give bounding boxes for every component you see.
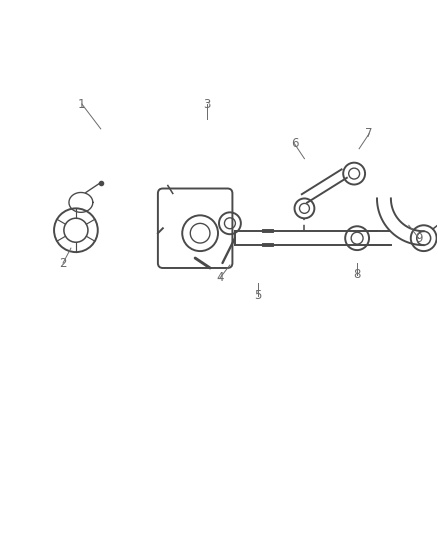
Text: 6: 6 bbox=[291, 138, 298, 150]
Text: 9: 9 bbox=[415, 232, 423, 245]
Text: 3: 3 bbox=[203, 98, 211, 110]
Text: 7: 7 bbox=[365, 127, 373, 140]
Text: 1: 1 bbox=[78, 98, 85, 110]
Text: 2: 2 bbox=[59, 256, 67, 270]
Text: 5: 5 bbox=[254, 289, 261, 302]
Text: 8: 8 bbox=[353, 269, 361, 281]
Text: 4: 4 bbox=[216, 271, 224, 285]
